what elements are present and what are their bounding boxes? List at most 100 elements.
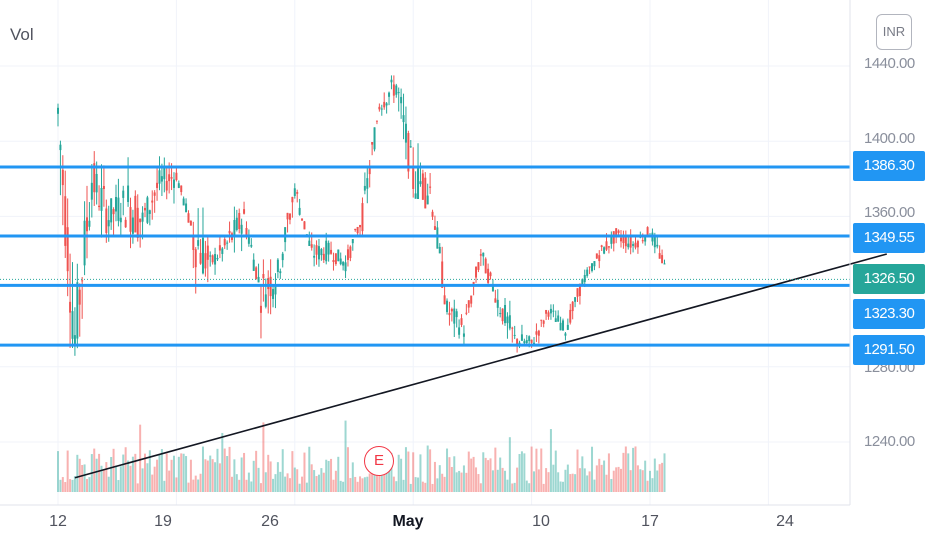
candle-body (308, 240, 311, 247)
volume-bar (460, 472, 463, 492)
candle-body (578, 283, 581, 297)
candle-body (359, 224, 362, 228)
volume-bar (605, 474, 608, 492)
candle-body (549, 308, 552, 314)
candle-body (511, 327, 514, 329)
volume-bar (310, 464, 313, 492)
candle-body (366, 178, 369, 189)
volume-bar (337, 456, 340, 492)
candle-body (542, 320, 545, 324)
volume-bar (349, 478, 352, 492)
volume-bar (66, 450, 69, 492)
candle-body (146, 197, 149, 223)
volume-bar (571, 473, 574, 492)
volume-bar (363, 477, 366, 492)
candle-body (508, 315, 511, 329)
time-axis-tick: 26 (261, 513, 279, 530)
candle-body (245, 228, 248, 236)
volume-bar (354, 476, 357, 492)
volume-bar (368, 473, 371, 492)
volume-bar (523, 453, 526, 492)
volume-bar (168, 470, 171, 492)
volume-bar (448, 457, 451, 492)
trend-line[interactable] (74, 253, 888, 479)
volume-bar (554, 450, 557, 492)
volume-bar (607, 453, 610, 492)
currency-badge[interactable]: INR (876, 14, 912, 50)
volume-bar (100, 465, 103, 492)
volume-bar (656, 470, 659, 492)
volume-bar (622, 452, 625, 492)
volume-bar (417, 477, 420, 492)
volume-bar (93, 448, 96, 492)
volume-bar (339, 480, 342, 492)
time-axis-tick: 24 (776, 513, 794, 530)
candle-body (462, 333, 465, 337)
candle-body (588, 266, 591, 268)
candle-body (185, 203, 188, 213)
candle-body (153, 192, 156, 196)
candle-body (286, 212, 289, 220)
level-price-label[interactable]: 1323.30 (853, 299, 925, 329)
level-price-label[interactable]: 1291.50 (853, 335, 925, 365)
volume-bar (59, 479, 62, 492)
volume-bar (612, 470, 615, 492)
volume-bar (624, 446, 627, 492)
volume-bar (274, 474, 277, 492)
volume-bar (95, 458, 98, 492)
volume-bar (482, 452, 485, 492)
volume-bar (221, 432, 224, 492)
candle-body (293, 188, 296, 196)
candle-body (71, 311, 74, 339)
level-price-label[interactable]: 1349.55 (853, 223, 925, 253)
candle-body (516, 339, 519, 344)
candle-body (661, 255, 664, 264)
candle-body (206, 245, 209, 260)
volume-bar (148, 450, 151, 492)
volume-bar (272, 478, 275, 492)
volume-bar (85, 478, 88, 492)
candle-body (279, 271, 282, 274)
level-price-label[interactable]: 1386.30 (853, 151, 925, 181)
candle-body (438, 246, 441, 254)
support-resistance-lines[interactable] (0, 165, 850, 347)
volume-bar (639, 469, 642, 492)
candle-body (537, 330, 540, 336)
candle-body (78, 289, 81, 305)
volume-bar (141, 468, 144, 492)
volume-bar (566, 464, 569, 492)
volume-bar (653, 458, 656, 492)
volume-bar (636, 465, 639, 492)
candle-body (59, 144, 62, 151)
volume-bar (511, 483, 514, 492)
volume-bar (112, 448, 115, 492)
volume-bar (69, 479, 72, 492)
candle-body (156, 182, 159, 188)
candle-body (83, 220, 86, 266)
time-axis-tick: May (392, 513, 424, 530)
candle-body (361, 203, 364, 232)
volume-bar (332, 479, 335, 492)
volume-bar (317, 474, 320, 492)
volume-bar (651, 478, 654, 492)
volume-bar (533, 471, 536, 492)
candle-body (339, 258, 342, 265)
volume-bar (134, 453, 137, 492)
earnings-marker[interactable]: E (364, 446, 394, 476)
candle-body (90, 182, 93, 200)
volume-bar (288, 478, 291, 492)
candle-body (467, 300, 470, 308)
candle-body (380, 108, 383, 110)
volume-bar (153, 466, 156, 492)
volume-bar (269, 461, 272, 492)
volume-bar (663, 453, 666, 492)
volume-bar (313, 470, 316, 492)
candle-body (76, 282, 79, 339)
volume-bar (216, 448, 219, 492)
volume-bar (446, 448, 449, 492)
volume-bar (211, 459, 214, 492)
time-axis-tick: 10 (532, 513, 550, 530)
volume-bar (230, 476, 233, 492)
candle-body (151, 200, 154, 203)
